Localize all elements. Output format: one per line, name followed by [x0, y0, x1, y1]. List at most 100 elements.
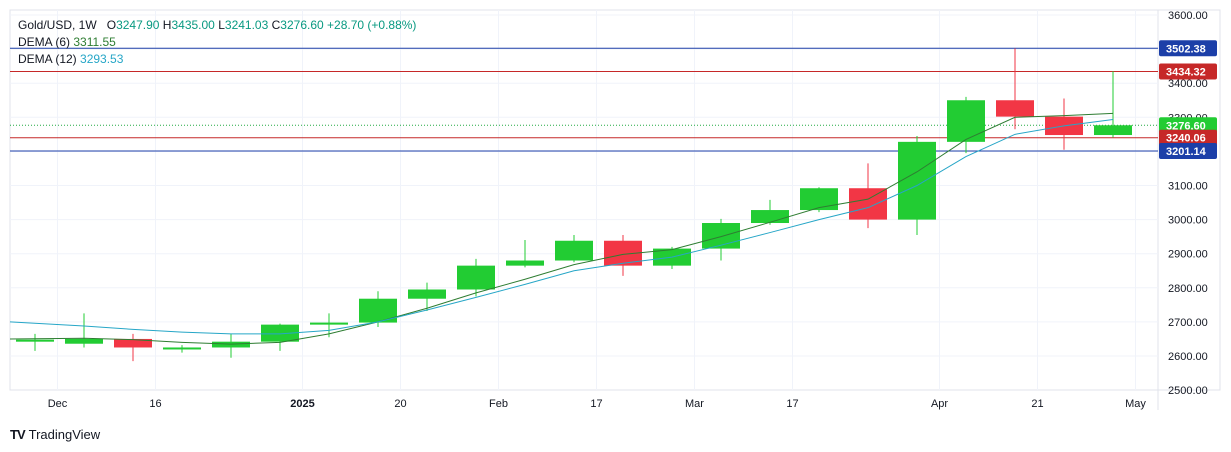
dema6-label: DEMA (6) [18, 35, 71, 49]
time-tick-label: 17 [786, 398, 798, 410]
price-tick-label: 2500.00 [1168, 385, 1208, 397]
time-tick-label: 17 [590, 398, 602, 410]
chart-grid [9, 9, 1221, 410]
candle-up[interactable] [163, 345, 201, 353]
candle-body [996, 100, 1034, 117]
candle-body [506, 260, 544, 266]
candle-down[interactable] [996, 48, 1034, 130]
time-tick-label: 2025 [290, 398, 314, 410]
price-tag-label: 3201.14 [1166, 146, 1207, 158]
low-label: L [218, 18, 225, 32]
price-tag-bg [1159, 143, 1217, 160]
candle-body [457, 265, 495, 290]
candle-up[interactable] [506, 240, 544, 268]
price-tag: 3201.14 [1159, 143, 1217, 160]
candle-body [310, 322, 348, 325]
price-tag-label: 3502.38 [1166, 43, 1206, 55]
candle-body [947, 100, 985, 142]
dema12-line[interactable] [9, 119, 1114, 335]
candle-up[interactable] [408, 282, 446, 311]
price-tick-label: 2900.00 [1168, 249, 1208, 261]
price-tick-label: 3000.00 [1168, 215, 1208, 227]
dema12-label: DEMA (12) [18, 52, 77, 66]
candle-up[interactable] [261, 323, 299, 351]
candle-up[interactable] [1094, 71, 1132, 138]
candle-up[interactable] [751, 199, 789, 225]
close-label: C [271, 18, 281, 32]
price-tag-label: 3240.06 [1166, 133, 1206, 145]
chart-frame [9, 9, 1221, 391]
candle-body [1094, 125, 1132, 136]
price-tag-bg [1159, 40, 1217, 57]
time-tick-label: 16 [149, 398, 161, 410]
low-value: 3241.03 [224, 18, 269, 32]
candle-up[interactable] [898, 136, 936, 235]
tradingview-logo-icon: TV [10, 427, 26, 442]
candle-up[interactable] [702, 218, 740, 261]
candle-body [800, 188, 838, 211]
brand-name: TradingView [28, 427, 101, 442]
candle-down[interactable] [114, 333, 152, 362]
candle-up[interactable] [800, 187, 838, 213]
candle-up[interactable] [653, 246, 691, 270]
candle-body [555, 240, 593, 261]
dema6-legend[interactable]: DEMA (6) 3311.55 [18, 34, 116, 50]
candle-body [65, 338, 103, 344]
candle-down[interactable] [849, 163, 887, 229]
tradingview-brand[interactable]: TV TradingView [10, 427, 100, 442]
price-tag: 3502.38 [1159, 40, 1217, 57]
close-value: 3276.60 [280, 18, 324, 32]
price-tag-bg [1159, 129, 1217, 146]
candle-body [212, 341, 250, 348]
candle-up[interactable] [947, 96, 985, 154]
time-tick-label: Apr [931, 398, 948, 410]
candle-up[interactable] [457, 258, 495, 297]
candle-body [898, 141, 936, 220]
high-value: 3435.00 [171, 18, 215, 32]
time-tick-label: Dec [48, 398, 68, 410]
candle-up[interactable] [555, 234, 593, 263]
time-tick-label: Feb [489, 398, 508, 410]
open-label: O [106, 18, 117, 32]
dema6-value: 3311.55 [73, 35, 116, 49]
candle-down[interactable] [604, 234, 642, 276]
candle-up[interactable] [65, 313, 103, 348]
price-tag-label: 3276.60 [1166, 120, 1206, 132]
symbol-label[interactable]: Gold/USD, 1W [18, 18, 97, 32]
price-axis[interactable]: 3600.003500.003400.003300.003200.003100.… [1168, 10, 1208, 397]
price-tick-label: 2800.00 [1168, 283, 1208, 295]
price-tick-label: 2600.00 [1168, 351, 1208, 363]
price-tick-label: 3600.00 [1168, 10, 1208, 22]
price-tag: 3240.06 [1159, 129, 1217, 146]
price-tick-label: 2700.00 [1168, 317, 1208, 329]
candles[interactable] [16, 48, 1132, 362]
candle-body [359, 298, 397, 323]
candle-up[interactable] [212, 333, 250, 358]
ohlc-legend: Gold/USD, 1W O3247.90 H3435.00 L3241.03 … [18, 17, 416, 33]
time-axis[interactable]: Dec 16 2025 20 Feb 17 Mar 17 Apr 21 May [48, 398, 1147, 410]
dema12-value: 3293.53 [80, 52, 124, 66]
time-tick-label: Mar [685, 398, 704, 410]
price-tick-label: 3400.00 [1168, 78, 1208, 90]
high-label: H [162, 18, 172, 32]
candle-up[interactable] [359, 291, 397, 328]
price-lines [10, 47, 1158, 152]
change-value: +28.70 (+0.88%) [327, 18, 417, 32]
candle-body [408, 289, 446, 299]
candle-up[interactable] [16, 333, 54, 351]
price-tag: 3276.60 [1159, 117, 1217, 134]
candle-body [16, 339, 54, 342]
dema-lines [9, 112, 1114, 345]
candle-body [114, 338, 152, 348]
dema6-line[interactable] [9, 112, 1114, 345]
dema12-legend[interactable]: DEMA (12) 3293.53 [18, 51, 123, 67]
time-tick-label: May [1125, 398, 1146, 410]
time-tick-label: 21 [1031, 398, 1043, 410]
time-tick-label: 20 [394, 398, 406, 410]
candle-body [163, 347, 201, 350]
candle-up[interactable] [310, 313, 348, 338]
price-tag: 3434.32 [1159, 63, 1217, 80]
candle-body [261, 324, 299, 342]
